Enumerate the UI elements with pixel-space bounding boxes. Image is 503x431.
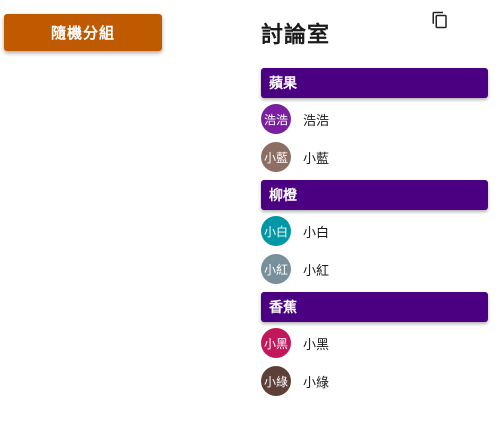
member-item: 小黑 小黑 — [261, 324, 488, 362]
member-item: 浩浩 浩浩 — [261, 100, 488, 138]
group-header: 香蕉 — [261, 292, 488, 322]
group-list: 蘋果 浩浩 浩浩 小藍 小藍 柳橙 — [261, 68, 488, 400]
avatar: 浩浩 — [261, 104, 291, 134]
member-item: 小白 小白 — [261, 212, 488, 250]
avatar: 小黑 — [261, 328, 291, 358]
room-title: 討論室 — [261, 17, 330, 49]
member-name: 小藍 — [303, 148, 329, 167]
member-item: 小藍 小藍 — [261, 138, 488, 176]
member-list: 小白 小白 小紅 小紅 — [261, 212, 488, 288]
group: 香蕉 小黑 小黑 小綠 小綠 — [261, 292, 488, 400]
room-panel: 討論室 蘋果 浩浩 浩浩 小藍 小藍 — [261, 14, 488, 404]
avatar: 小白 — [261, 216, 291, 246]
avatar: 小紅 — [261, 254, 291, 284]
member-name: 小黑 — [303, 334, 329, 353]
copy-icon[interactable] — [431, 11, 449, 29]
room-header: 討論室 — [261, 14, 488, 54]
avatar: 小綠 — [261, 366, 291, 396]
member-list: 浩浩 浩浩 小藍 小藍 — [261, 100, 488, 176]
member-list: 小黑 小黑 小綠 小綠 — [261, 324, 488, 400]
group-name: 香蕉 — [269, 297, 297, 317]
group-header: 蘋果 — [261, 68, 488, 98]
group-header: 柳橙 — [261, 180, 488, 210]
member-item: 小綠 小綠 — [261, 362, 488, 400]
group: 柳橙 小白 小白 小紅 小紅 — [261, 180, 488, 288]
group-name: 蘋果 — [269, 73, 297, 93]
member-name: 小紅 — [303, 260, 329, 279]
member-item: 小紅 小紅 — [261, 250, 488, 288]
member-name: 小白 — [303, 222, 329, 241]
shuffle-groups-button[interactable]: 隨機分組 — [4, 14, 162, 51]
group: 蘋果 浩浩 浩浩 小藍 小藍 — [261, 68, 488, 176]
member-name: 浩浩 — [303, 110, 329, 129]
member-name: 小綠 — [303, 372, 329, 391]
avatar: 小藍 — [261, 142, 291, 172]
group-name: 柳橙 — [269, 185, 297, 205]
